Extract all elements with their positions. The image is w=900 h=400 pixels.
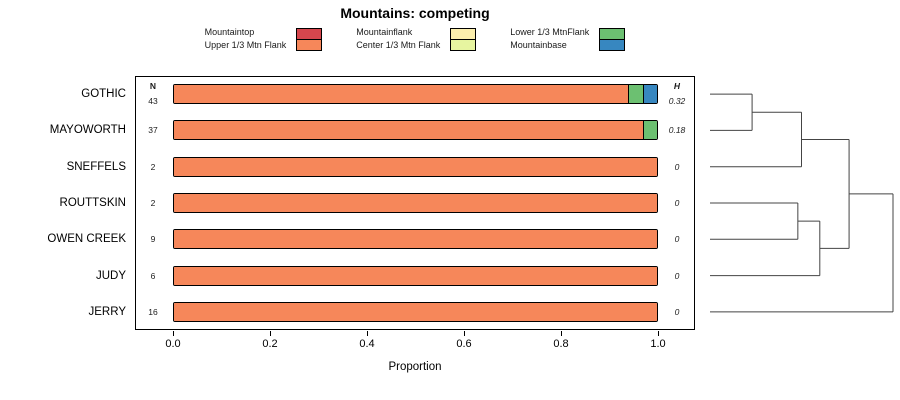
h-value: 0 [674,234,680,245]
h-value: 0 [674,198,680,208]
bar-segment [174,121,643,140]
x-axis-tick [658,331,659,336]
n-value: 43 [148,96,158,107]
legend-label: Mountainflank [356,27,413,37]
h-column-header: H [673,81,681,92]
legend-label: Mountainbase [510,40,567,50]
h-value: 0 [674,306,680,317]
bar-segment [174,302,657,321]
x-tick-label: 0.4 [359,338,375,350]
category-label: GOTHIC [81,88,126,101]
n-value: 2 [150,161,156,172]
x-axis-label: Proportion [388,361,442,373]
n-value: 16 [148,306,158,317]
legend-swatch [296,38,323,51]
legend-swatch-stack [296,27,323,51]
category-label: ROUTTSKIN [59,197,126,209]
bar-routtskin [173,193,658,213]
category-label: MAYOWORTH [49,124,126,137]
bar-segment [174,157,657,176]
bar-segment [174,85,629,104]
x-axis-tick [367,331,368,336]
legend-swatch [450,38,477,51]
bar-segment [174,266,657,285]
n-value: 6 [150,270,156,281]
n-value: 9 [150,234,156,245]
dendrogram-path [710,93,894,313]
h-value: 0.32 [668,96,686,107]
legend-swatch-stack [450,27,477,51]
legend: Mountaintop Upper 1/3 Mtn Flank Mountainfl… [135,26,695,52]
legend-label: Center 1/3 Mtn Flank [356,40,441,50]
bar-segment [642,85,657,104]
x-tick-label: 0.2 [262,338,278,350]
x-tick-label: 0.6 [456,338,472,350]
n-value: 37 [148,125,158,136]
bar-segment [174,230,657,249]
x-axis-tick [464,331,465,336]
legend-label-stack: Lower 1/3 MtnFlank Mountainbase [510,26,589,52]
x-tick-label: 1.0 [650,338,666,350]
bar-mayoworth [173,120,658,141]
legend-label-stack: Mountainflank Center 1/3 Mtn Flank [356,26,440,52]
bar-judy [173,265,658,286]
bar-sneffels [173,156,658,177]
bar-owen-creek [173,229,658,250]
bar-segment [628,85,643,104]
chart-title: Mountains: competing [340,5,490,21]
x-axis-tick [561,331,562,336]
legend-swatch-stack [599,27,626,51]
bar-segment [174,194,657,212]
x-tick-label: 0.8 [553,338,569,350]
h-value: 0 [674,270,680,281]
bar-jerry [173,301,658,322]
legend-group-0: Mountaintop Upper 1/3 Mtn Flank [205,26,323,52]
n-column-header: N [149,81,157,92]
bar-gothic [173,84,658,105]
n-value: 2 [150,198,156,208]
dendrogram [710,93,894,313]
bar-segment [642,121,657,140]
legend-label: Lower 1/3 MtnFlank [510,27,590,37]
h-value: 0.18 [668,125,686,136]
category-label: JERRY [88,305,127,318]
legend-swatch [599,38,626,51]
x-axis-tick [270,331,271,336]
h-value: 0 [674,161,680,172]
legend-label-stack: Mountaintop Upper 1/3 Mtn Flank [205,26,287,52]
x-tick-label: 0.0 [165,338,181,350]
category-label: OWEN CREEK [47,233,126,246]
legend-group-1: Mountainflank Center 1/3 Mtn Flank [356,26,477,52]
category-label: SNEFFELS [66,160,126,173]
x-axis-tick [173,331,174,336]
legend-label: Upper 1/3 Mtn Flank [204,40,287,50]
legend-label: Mountaintop [204,27,255,37]
legend-group-2: Lower 1/3 MtnFlank Mountainbase [510,26,626,52]
category-label: JUDY [95,269,126,282]
